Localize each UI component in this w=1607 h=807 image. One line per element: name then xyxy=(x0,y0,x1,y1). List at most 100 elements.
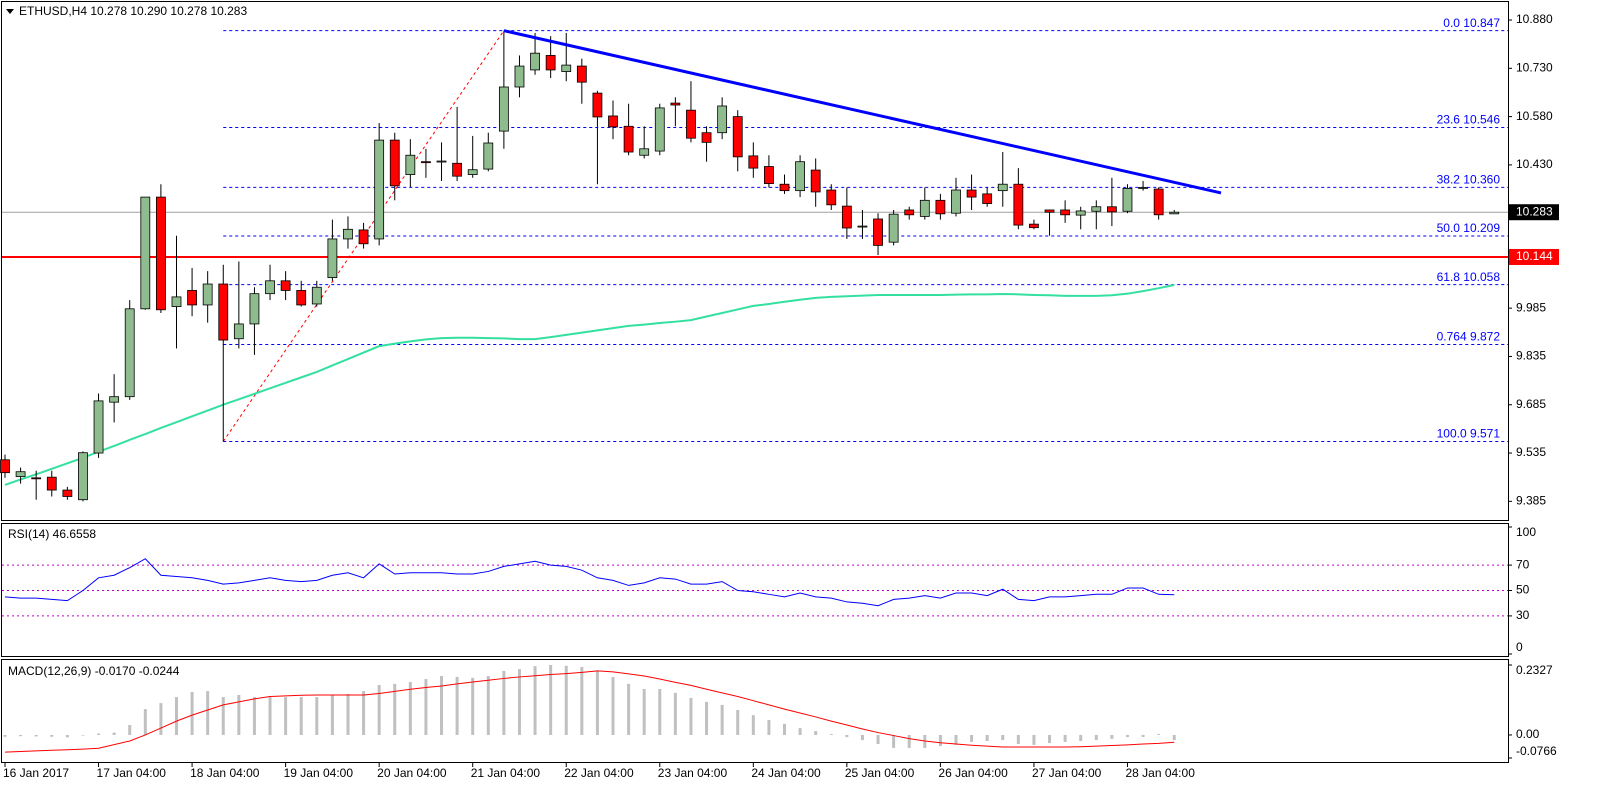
candle-body xyxy=(997,183,1008,192)
candle-body xyxy=(701,132,712,143)
y-tick-label: 10.730 xyxy=(1516,60,1553,74)
candle-body xyxy=(530,52,540,71)
support-price-label: 10.144 xyxy=(1516,249,1553,263)
macd-bar xyxy=(1094,734,1098,741)
candle-body xyxy=(171,296,182,307)
candle-body xyxy=(1106,206,1117,213)
candle-body xyxy=(498,86,509,132)
candle-body xyxy=(15,471,26,477)
candle-body xyxy=(654,107,665,152)
candle-body xyxy=(483,142,494,170)
candle-body xyxy=(280,280,291,291)
candle-body xyxy=(140,196,151,310)
y-tick-label: 10.880 xyxy=(1516,12,1553,26)
candle-body xyxy=(795,161,805,192)
candle-body xyxy=(452,162,463,177)
x-tick-label: 18 Jan 04:00 xyxy=(190,766,260,780)
fib-label: 100.0 9.571 xyxy=(1437,427,1501,441)
macd-bar xyxy=(1079,734,1083,741)
candle-body xyxy=(904,209,915,216)
macd-bar xyxy=(221,697,225,735)
macd-bar xyxy=(1063,734,1067,742)
candle-body xyxy=(124,308,135,398)
current-price-box xyxy=(1509,204,1559,221)
macd-panel-border xyxy=(1,659,1509,763)
x-tick-label: 21 Jan 04:00 xyxy=(471,766,541,780)
macd-bar xyxy=(751,715,755,735)
macd-bar xyxy=(81,734,85,736)
trendline xyxy=(503,29,1222,195)
macd-bar xyxy=(907,734,911,748)
candle-body xyxy=(467,169,478,175)
y-tick-label: 70 xyxy=(1516,557,1530,571)
support-price-box xyxy=(1509,248,1559,265)
candle-body xyxy=(592,92,603,118)
macd-signal xyxy=(4,670,1175,753)
macd-bar xyxy=(954,734,958,745)
x-tick-label: 27 Jan 04:00 xyxy=(1032,766,1102,780)
macd-bar xyxy=(549,665,553,735)
candle-body xyxy=(888,213,899,243)
macd-bar xyxy=(362,691,366,735)
macd-bar xyxy=(50,734,54,737)
candle-body xyxy=(639,148,650,156)
x-tick-label: 24 Jan 04:00 xyxy=(751,766,821,780)
candle-body xyxy=(982,193,993,204)
macd-bar xyxy=(471,677,475,735)
y-tick-label: 10.580 xyxy=(1516,109,1553,123)
y-tick-label: 50 xyxy=(1516,583,1530,597)
macd-bar xyxy=(112,732,116,735)
candle-body xyxy=(919,199,930,217)
candle-body xyxy=(233,323,244,340)
x-tick-label: 23 Jan 04:00 xyxy=(658,766,728,780)
candle-body xyxy=(810,169,821,193)
candle-body xyxy=(1138,187,1148,189)
macd-bar xyxy=(502,670,506,735)
macd-bar xyxy=(34,734,38,737)
rsi-title: RSI(14) 46.6558 xyxy=(8,527,96,541)
x-tick-label: 22 Jan 04:00 xyxy=(564,766,634,780)
x-tick-label: 16 Jan 2017 xyxy=(3,766,69,780)
y-tick-label: -0.0766 xyxy=(1516,744,1557,758)
macd-bar xyxy=(330,694,334,735)
macd-bar xyxy=(19,734,23,737)
candle-body xyxy=(311,286,322,305)
macd-bar xyxy=(143,709,147,735)
candle-body xyxy=(374,139,385,240)
macd-bar xyxy=(1110,734,1114,739)
candle-body xyxy=(857,225,868,228)
candle-body xyxy=(841,205,852,229)
y-tick-label: 9.685 xyxy=(1516,397,1546,411)
candle-body xyxy=(421,161,431,164)
menu-triangle[interactable] xyxy=(6,9,14,14)
macd-bar xyxy=(1016,734,1020,744)
candle-body xyxy=(1075,210,1086,216)
current-price-label: 10.283 xyxy=(1516,204,1553,218)
macd-title: MACD(12,26,9) -0.0170 -0.0244 xyxy=(8,664,180,678)
macd-bar xyxy=(377,685,381,735)
macd-bar xyxy=(1001,734,1005,741)
candle-body xyxy=(1153,188,1164,216)
fib-label: 38.2 10.360 xyxy=(1437,173,1501,187)
macd-bar xyxy=(393,683,397,735)
candle-body xyxy=(732,116,743,158)
macd-bar xyxy=(65,734,69,738)
candle-body xyxy=(62,489,73,497)
candle-body xyxy=(1091,206,1102,212)
macd-bar xyxy=(580,667,584,735)
fib-label: 61.8 10.058 xyxy=(1437,270,1501,284)
x-tick-label: 17 Jan 04:00 xyxy=(97,766,167,780)
candle-body xyxy=(623,125,634,153)
macd-bar xyxy=(3,734,7,737)
y-tick-label: 30 xyxy=(1516,608,1530,622)
candle-body xyxy=(202,283,213,306)
macd-bar xyxy=(627,683,631,735)
candle-body xyxy=(561,64,572,72)
candle-body xyxy=(514,65,525,88)
y-tick-label: 0 xyxy=(1516,640,1523,654)
rsi-line xyxy=(4,558,1175,607)
y-tick-label: 9.835 xyxy=(1516,349,1546,363)
macd-bar xyxy=(533,666,537,735)
macd-bar xyxy=(346,694,350,735)
